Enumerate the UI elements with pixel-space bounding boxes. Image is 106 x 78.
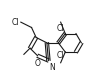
Text: Cl: Cl: [12, 18, 19, 27]
Text: O: O: [35, 59, 41, 68]
Text: N: N: [49, 63, 55, 72]
Text: Cl: Cl: [57, 51, 64, 60]
Text: Cl: Cl: [57, 24, 64, 33]
